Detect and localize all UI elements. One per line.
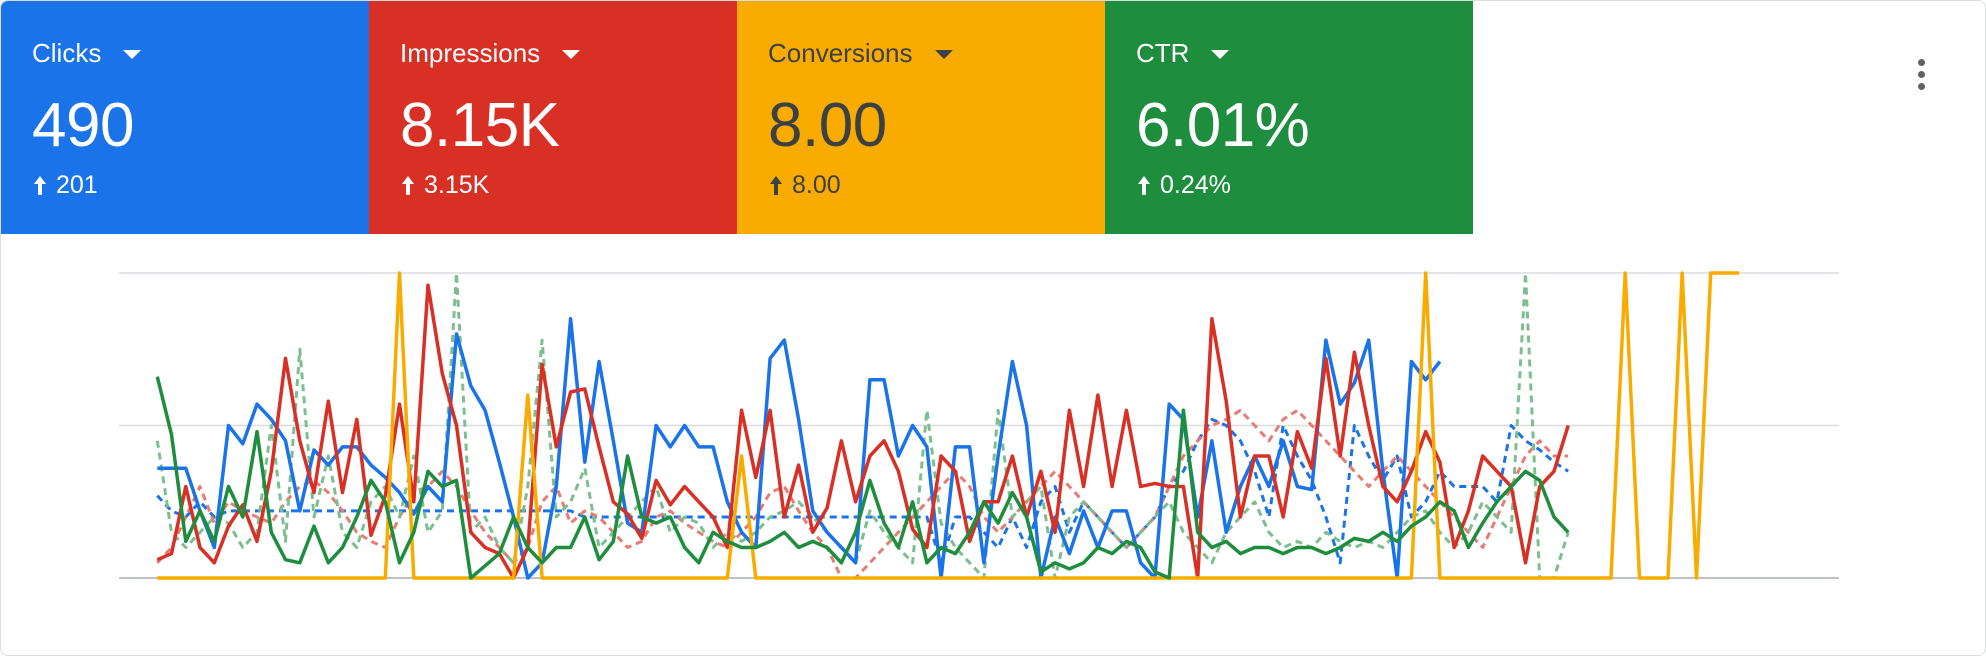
tile-ctr[interactable]: CTR 6.01% 0.24% <box>1105 1 1473 234</box>
caret-down-icon[interactable] <box>562 49 581 59</box>
series-line-clicks-current[interactable] <box>157 317 1442 580</box>
menu-dot <box>1917 58 1925 66</box>
more-vert-icon[interactable] <box>1901 49 1941 99</box>
tile-delta: 0.24% <box>1136 171 1473 200</box>
arrow-up-icon <box>34 175 46 195</box>
tile-header[interactable]: Conversions <box>768 35 1105 71</box>
series-line-ctr-previous[interactable] <box>155 271 1570 580</box>
caret-down-icon[interactable] <box>123 49 142 59</box>
tile-header[interactable]: Clicks <box>32 35 369 71</box>
series-line-clicks-previous[interactable] <box>156 417 1570 565</box>
menu-dot <box>1917 70 1925 78</box>
tile-clicks[interactable]: Clicks 490 201 <box>1 1 369 234</box>
series-line-ctr-current[interactable] <box>155 376 1570 580</box>
series-line-impressions-previous[interactable] <box>156 408 1569 580</box>
tile-delta: 201 <box>32 171 369 200</box>
series-line-conversions-current[interactable] <box>157 271 1740 580</box>
tile-value: 8.15K <box>400 91 560 160</box>
tile-header[interactable]: CTR <box>1136 35 1473 71</box>
tile-delta: 8.00 <box>768 171 1105 200</box>
tile-impressions[interactable]: Impressions 8.15K 3.15K <box>369 1 737 234</box>
tile-delta-value: 201 <box>56 171 98 199</box>
tile-label: CTR <box>1136 37 1190 68</box>
tile-header[interactable]: Impressions <box>400 35 737 71</box>
tile-value: 8.00 <box>768 91 887 160</box>
tile-value: 490 <box>32 91 134 160</box>
tile-delta-value: 3.15K <box>424 171 490 199</box>
tile-conversions[interactable]: Conversions 8.00 8.00 <box>737 1 1105 234</box>
metric-tiles: Clicks 490 201 Impressions 8.15K 3.15K C… <box>1 1 1473 234</box>
tile-label: Clicks <box>32 37 102 68</box>
tile-delta-value: 0.24% <box>1160 171 1231 199</box>
tile-label: Impressions <box>400 37 541 68</box>
tile-value: 6.01% <box>1136 91 1310 160</box>
arrow-up-icon <box>402 175 414 195</box>
arrow-up-icon <box>770 175 782 195</box>
menu-dot <box>1917 82 1925 90</box>
tile-label: Conversions <box>768 37 913 68</box>
tile-delta-value: 8.00 <box>792 171 841 199</box>
arrow-up-icon <box>1138 175 1150 195</box>
tile-delta: 3.15K <box>400 171 737 200</box>
caret-down-icon[interactable] <box>1211 49 1230 59</box>
caret-down-icon[interactable] <box>934 49 953 59</box>
